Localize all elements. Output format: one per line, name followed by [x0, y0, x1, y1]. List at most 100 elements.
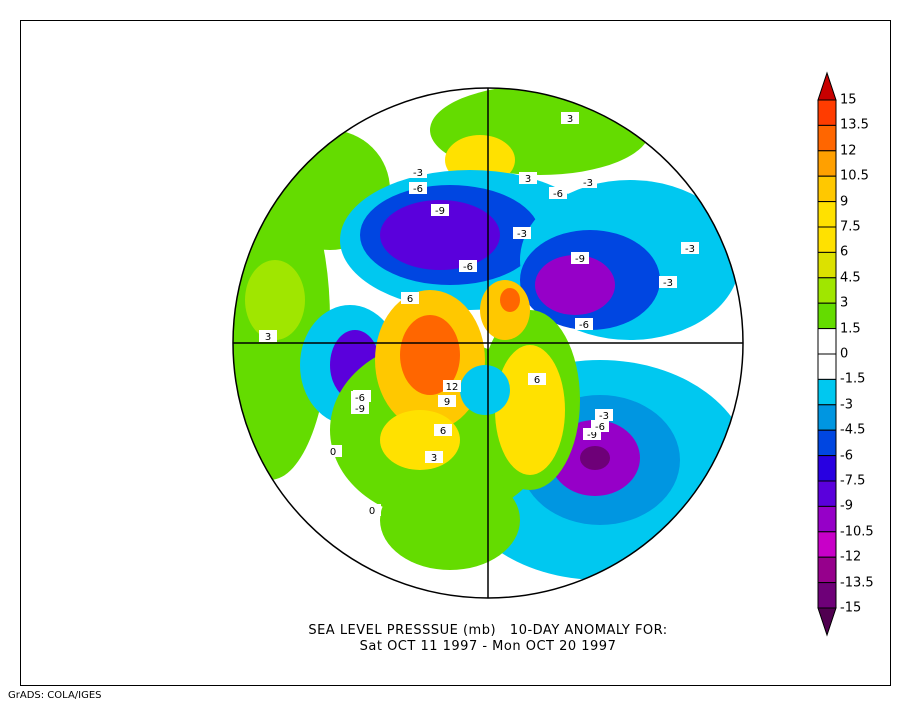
colorbar-label: 6	[840, 244, 849, 260]
colorbar-swatch	[817, 201, 837, 228]
colorbar-swatch	[817, 455, 837, 482]
colorbar-label: 13.5	[840, 117, 869, 133]
colorbar-label: -4.5	[840, 422, 866, 438]
colorbar-label: -3	[840, 397, 853, 413]
colorbar-label: 15	[840, 92, 857, 108]
contour-label: 3	[567, 114, 573, 125]
colorbar-swatch	[817, 150, 837, 177]
contour-label-bg	[549, 187, 567, 199]
colorbar-label: 10.5	[840, 168, 869, 184]
contour-label-bg	[579, 176, 597, 188]
colorbar-swatch	[817, 480, 837, 507]
colorbar-label: -6	[840, 448, 853, 464]
contour-label: -9	[435, 206, 445, 217]
colorbar-swatch	[817, 556, 837, 584]
anomaly-field	[233, 88, 743, 598]
contour-label-bg	[401, 292, 419, 304]
contour-label-bg	[409, 166, 427, 178]
colorbar-label: -12	[840, 549, 862, 565]
contour-label: -3	[663, 278, 673, 289]
anomaly-region	[380, 200, 500, 270]
colorbar-swatch	[817, 302, 837, 330]
colorbar-top-arrow	[817, 71, 837, 101]
colorbar-label: -1.5	[840, 371, 866, 387]
colorbar-label: -15	[840, 600, 862, 616]
contour-label: -9	[355, 404, 365, 415]
contour-label: -9	[587, 430, 597, 441]
colorbar-label: 0	[840, 346, 849, 362]
contour-label-bg	[351, 402, 369, 414]
contour-label-bg	[681, 242, 699, 254]
contour-label-bg	[595, 409, 613, 421]
colorbar-label: -13.5	[840, 575, 874, 591]
contour-label: -3	[413, 168, 423, 179]
contour-labels: -3-6-9-6-3-9-6-3-6-3-6-9361296300-3-6-96…	[259, 112, 699, 517]
colorbar-swatch	[817, 251, 837, 279]
contour-label: -6	[595, 422, 605, 433]
contour-label-bg	[528, 373, 546, 385]
contour-label: 9	[444, 397, 450, 408]
contour-label: -6	[463, 262, 473, 273]
contour-label-bg	[513, 227, 531, 239]
colorbar-swatch	[817, 505, 837, 533]
contour-label: 3	[525, 174, 531, 185]
contour-label-bg	[434, 424, 452, 436]
contour-label-bg	[519, 172, 537, 184]
colorbar-swatch	[817, 226, 837, 253]
contour-label-bg	[425, 451, 443, 463]
contour-label: -3	[517, 229, 527, 240]
contour-label-bg	[351, 391, 369, 403]
contour-label: 6	[407, 294, 413, 305]
colorbar-swatch	[817, 277, 837, 304]
colorbar-label: -7.5	[840, 473, 866, 489]
colorbar-label: -10.5	[840, 524, 874, 540]
anomaly-region	[460, 365, 510, 415]
colorbar-swatch	[817, 429, 837, 457]
title-line-1: SEA LEVEL PRESSSUE (mb) 10-DAY ANOMALY F…	[308, 623, 668, 638]
contour-label-bg	[561, 112, 579, 124]
contour-label: -3	[599, 411, 609, 422]
colorbar	[817, 71, 837, 637]
contour-label-bg	[459, 260, 477, 272]
contour-label: 12	[446, 382, 459, 393]
contour-label: -3	[583, 178, 593, 189]
contour-label-bg	[259, 330, 277, 342]
anomaly-region	[245, 260, 305, 340]
contour-label: -6	[553, 189, 563, 200]
colorbar-label: 1.5	[840, 321, 861, 337]
colorbar-swatch	[817, 124, 837, 152]
footer-credit: GrADS: COLA/IGES	[8, 690, 102, 701]
colorbar-label: 9	[840, 194, 849, 210]
anomaly-region	[535, 255, 615, 315]
contour-label-bg	[409, 182, 427, 194]
colorbar-swatch	[817, 404, 837, 431]
contour-label: 6	[534, 375, 540, 386]
colorbar-swatch	[817, 328, 837, 355]
contour-label: 0	[330, 447, 336, 458]
colorbar-swatch	[817, 531, 837, 558]
colorbar-label: -9	[840, 498, 853, 514]
anomaly-region	[580, 446, 610, 470]
contour-label: 3	[431, 453, 437, 464]
contour-label: 6	[440, 426, 446, 437]
title-line-2: Sat OCT 11 1997 - Mon OCT 20 1997	[359, 639, 617, 654]
anomaly-region	[495, 345, 565, 475]
contour-label: 3	[265, 332, 271, 343]
anomaly-region	[380, 470, 520, 570]
colorbar-label: 12	[840, 143, 857, 159]
contour-label-bg	[575, 318, 593, 330]
colorbar-label: 3	[840, 295, 849, 311]
contour-label: 0	[369, 506, 375, 517]
contour-label-bg	[443, 380, 461, 392]
colorbar-bottom-arrow	[817, 607, 837, 637]
anomaly-region	[400, 315, 460, 395]
contour-label: -3	[685, 244, 695, 255]
anomaly-region	[500, 288, 520, 312]
contour-label: -9	[575, 254, 585, 265]
contour-label: -6	[355, 393, 365, 404]
contour-label-bg	[438, 395, 456, 407]
contour-label-bg	[363, 504, 381, 516]
colorbar-label: 7.5	[840, 219, 861, 235]
contour-label-bg	[659, 276, 677, 288]
